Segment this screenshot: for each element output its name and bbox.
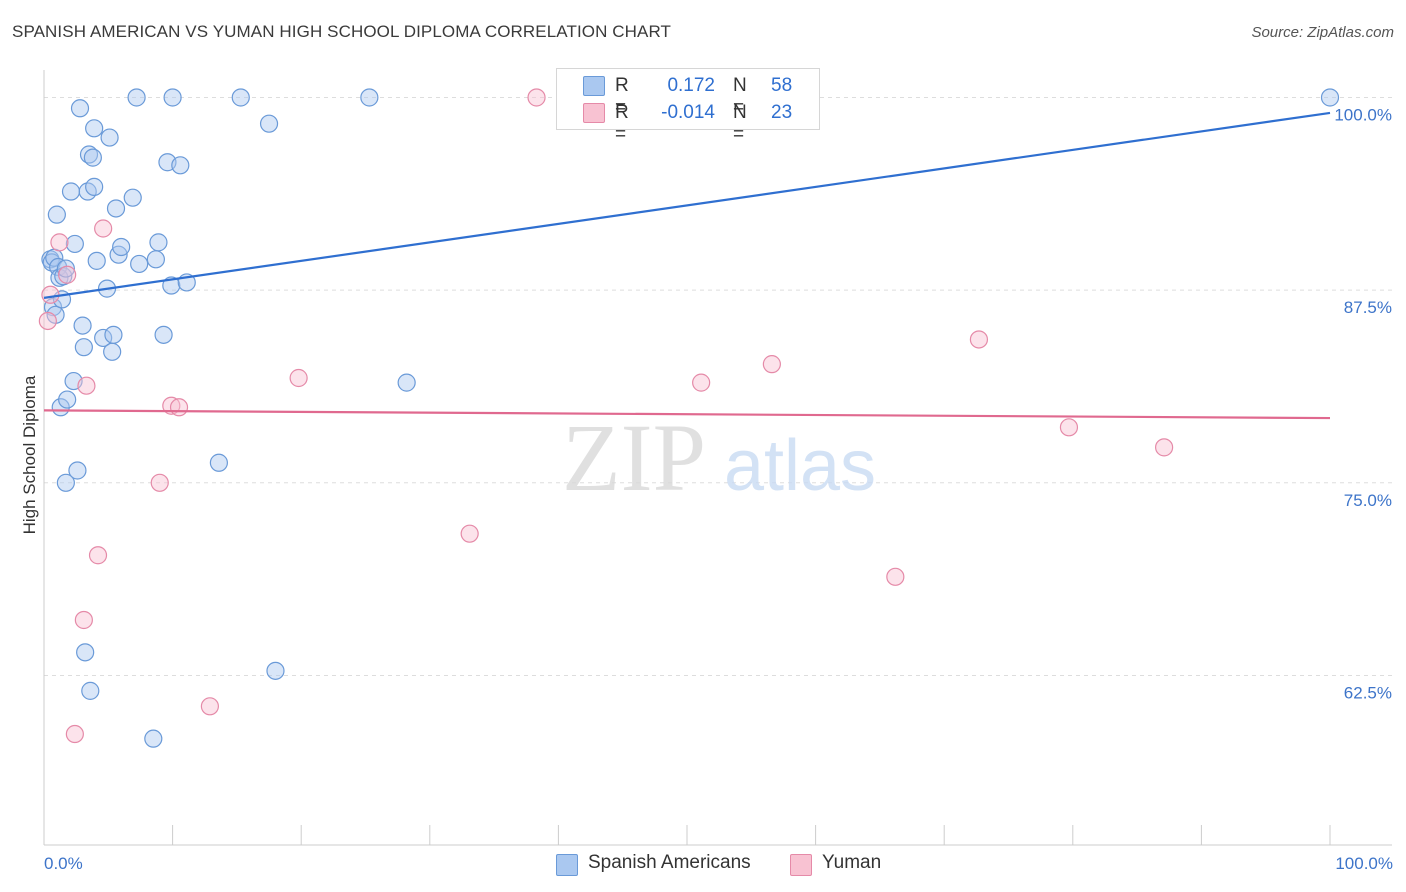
- point-spanish-americans: [68, 461, 87, 480]
- point-spanish-americans: [127, 88, 146, 107]
- tick-labels: 100.0% 87.5% 75.0% 62.5% 0.0% 100.0%: [44, 105, 1393, 873]
- x-tick-label: 100.0%: [1335, 854, 1393, 873]
- point-yuman: [692, 373, 711, 392]
- point-spanish-americans: [85, 119, 104, 138]
- point-yuman: [162, 396, 181, 415]
- point-spanish-americans: [70, 99, 90, 118]
- point-yuman: [169, 398, 189, 417]
- r-value: -0.014: [661, 102, 715, 123]
- legend-swatch-yuman: [790, 854, 812, 876]
- point-yuman: [1059, 418, 1079, 437]
- point-yuman: [38, 311, 57, 331]
- legend-swatch-spanish-americans: [556, 854, 578, 876]
- point-yuman: [460, 524, 479, 543]
- point-yuman: [200, 697, 219, 716]
- stats-box: R = 0.172 N = 58 R = -0.014 N = 23: [556, 68, 820, 145]
- point-spanish-americans: [81, 681, 100, 700]
- point-yuman: [88, 546, 108, 565]
- stats-swatch-spanish-americans: [583, 76, 605, 96]
- y-tick-label: 75.0%: [1344, 491, 1392, 510]
- point-spanish-americans: [130, 254, 149, 274]
- axes: [43, 70, 1392, 846]
- point-yuman: [41, 285, 60, 304]
- point-spanish-americans: [58, 390, 77, 409]
- data-points: [38, 88, 1340, 748]
- point-spanish-americans: [123, 188, 142, 207]
- point-spanish-americans: [171, 156, 190, 175]
- point-yuman: [969, 330, 989, 349]
- point-yuman: [289, 368, 308, 388]
- chart-title: SPANISH AMERICAN VS YUMAN HIGH SCHOOL DI…: [12, 22, 672, 41]
- point-spanish-americans: [146, 250, 165, 269]
- point-spanish-americans: [163, 88, 182, 107]
- x-tick-label: 0.0%: [44, 854, 83, 873]
- point-spanish-americans: [397, 373, 416, 392]
- r-label: R =: [615, 75, 629, 118]
- point-spanish-americans: [1320, 88, 1340, 107]
- point-spanish-americans: [85, 177, 104, 196]
- point-yuman: [50, 233, 69, 252]
- y-tick-label: 87.5%: [1344, 298, 1392, 317]
- point-spanish-americans: [266, 661, 285, 680]
- n-label: N =: [733, 75, 747, 118]
- point-yuman: [150, 473, 169, 492]
- point-spanish-americans: [106, 199, 126, 218]
- r-value: 0.172: [667, 75, 715, 96]
- point-spanish-americans: [61, 182, 81, 201]
- trend-line-yuman: [43, 409, 1331, 420]
- legend-label: Yuman: [822, 852, 882, 873]
- stats-swatch-yuman: [583, 103, 605, 123]
- point-spanish-americans: [94, 328, 113, 348]
- point-spanish-americans: [209, 453, 228, 472]
- point-yuman: [74, 610, 93, 630]
- point-spanish-americans: [100, 128, 119, 147]
- watermark-zip: ZIP: [562, 404, 706, 511]
- y-tick-label: 100.0%: [1334, 105, 1392, 124]
- point-yuman: [527, 88, 546, 107]
- point-spanish-americans: [47, 205, 66, 224]
- point-yuman: [886, 567, 905, 586]
- gridlines: [44, 96, 1392, 676]
- point-spanish-americans: [162, 276, 181, 295]
- point-spanish-americans: [144, 729, 163, 748]
- point-spanish-americans: [56, 473, 75, 492]
- point-yuman: [1155, 438, 1174, 457]
- point-spanish-americans: [65, 234, 84, 254]
- source-credit: Source: ZipAtlas.com: [1251, 24, 1394, 41]
- point-yuman: [65, 724, 84, 744]
- point-spanish-americans: [231, 88, 250, 107]
- point-spanish-americans: [259, 114, 279, 133]
- point-spanish-americans: [154, 325, 173, 344]
- trend-lines: [43, 111, 1331, 420]
- point-spanish-americans: [87, 251, 106, 270]
- point-spanish-americans: [56, 259, 75, 278]
- point-yuman: [77, 376, 96, 395]
- r-label: R =: [615, 102, 629, 145]
- trend-line-spanish-americans: [43, 111, 1331, 299]
- point-spanish-americans: [104, 325, 123, 344]
- n-value: 23: [771, 102, 793, 123]
- y-tick-label: 62.5%: [1344, 683, 1392, 702]
- n-value: 58: [771, 75, 793, 96]
- point-spanish-americans: [76, 643, 95, 662]
- point-spanish-americans: [103, 342, 122, 361]
- legend-label: Spanish Americans: [588, 852, 751, 873]
- point-spanish-americans: [83, 148, 102, 167]
- point-spanish-americans: [74, 338, 93, 357]
- point-spanish-americans: [360, 88, 379, 107]
- point-spanish-americans: [112, 237, 131, 257]
- point-yuman: [94, 219, 113, 238]
- watermark-atlas: atlas: [724, 426, 876, 506]
- point-yuman: [762, 355, 781, 374]
- point-spanish-americans: [73, 316, 92, 335]
- point-spanish-americans: [149, 233, 168, 252]
- point-yuman: [58, 265, 77, 284]
- n-label: N =: [733, 102, 747, 145]
